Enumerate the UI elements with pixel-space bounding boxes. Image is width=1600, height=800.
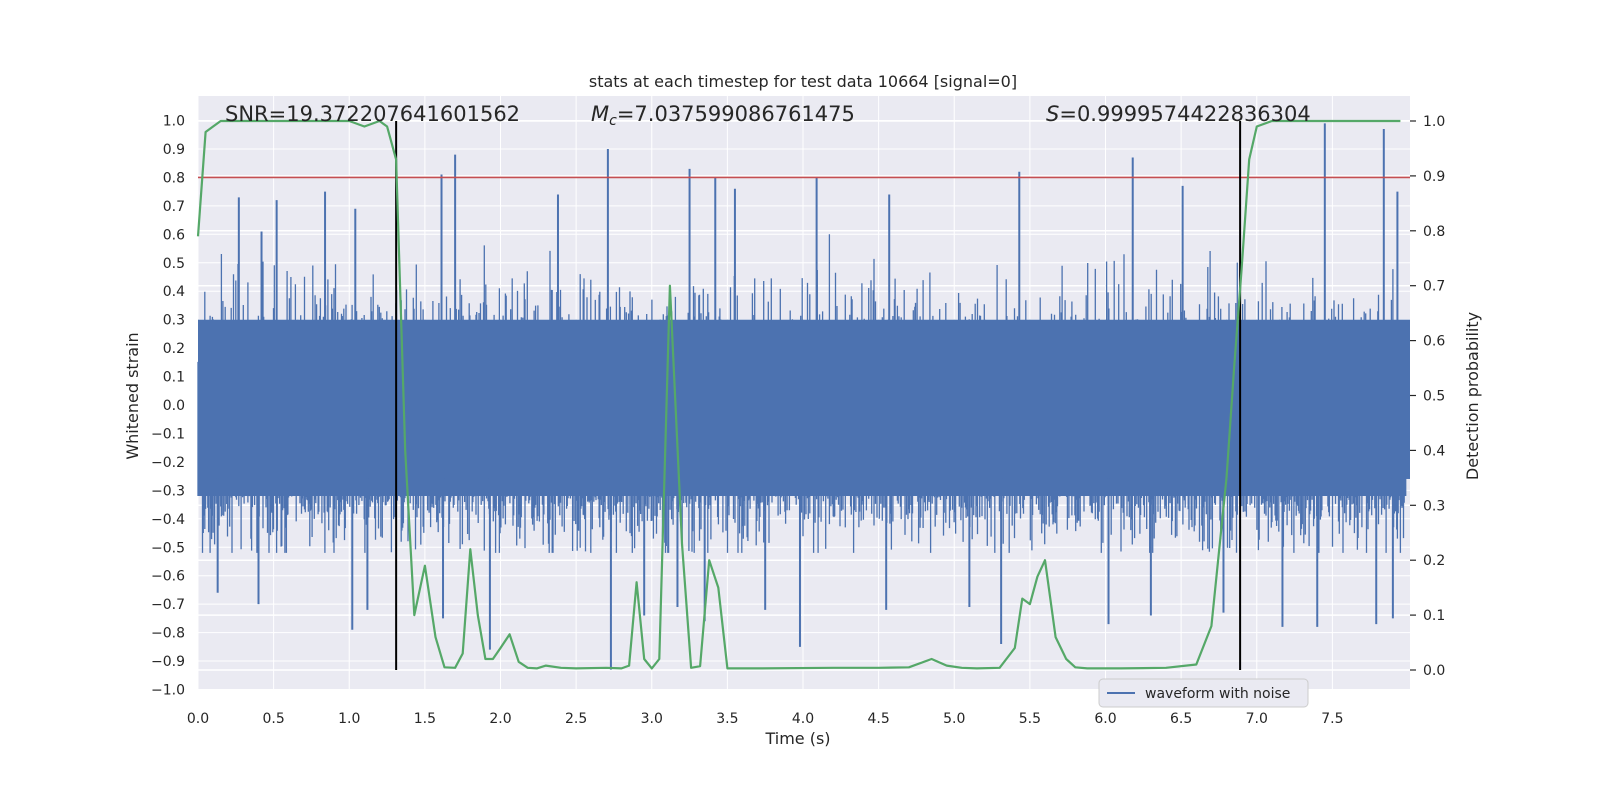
score-symbol: S [1046,102,1059,126]
y-tick-label: −1.0 [151,683,185,699]
y-tick-label: 0.1 [163,370,185,386]
y2-tick-label: 0.6 [1423,334,1445,350]
x-tick-label: 1.0 [338,711,360,727]
x-tick-label: 6.0 [1094,711,1116,727]
y-tick-label: −0.6 [151,569,185,585]
score-value: =0.9999574422836304 [1059,102,1310,126]
x-tick-label: 7.5 [1321,711,1343,727]
score-annotation: S=0.9999574422836304 [1046,102,1311,126]
event-markers [198,121,1410,670]
x-axis: 0.0 0.5 1.0 1.5 2.0 2.5 3.0 3.5 4.0 4.5 5.0 5.5 6.0 6… [187,711,1344,727]
y2-tick-label: 0.5 [1423,389,1445,405]
y-tick-label: 0.4 [163,284,185,300]
y-tick-label: −0.4 [151,512,185,528]
detection-probability-line [196,119,1401,670]
x-tick-label: 5.0 [943,711,965,727]
y-tick-label: 1.0 [163,114,185,130]
x-tick-label: 3.0 [641,711,663,727]
y-axis-right: 1.0 0.9 0.8 0.7 0.6 0.5 0.4 0.3 0.2 0.1 0.0 [1410,114,1445,679]
x-tick-label: 1.5 [414,711,436,727]
y-tick-label: −0.2 [151,455,185,471]
waveform-core [198,319,1410,479]
chart-title: stats at each timestep for test data 106… [589,72,1017,91]
y2-tick-label: 0.1 [1423,608,1445,624]
x-tick-label: 6.5 [1170,711,1192,727]
y-tick-label: −0.5 [151,540,185,556]
legend-label: waveform with noise [1145,686,1290,702]
y-tick-label: 0.3 [163,313,185,329]
waveform-series [197,123,1410,670]
y-tick-label: 0.0 [163,398,185,414]
y-tick-label: 0.7 [163,199,185,215]
y2-axis-label: Detection probability [1463,312,1482,480]
x-tick-label: 2.0 [489,711,511,727]
detection-probability-series [196,119,1401,670]
snr-annotation: SNR=19.372207641601562 [225,102,520,126]
y2-tick-label: 0.7 [1423,279,1445,295]
y-tick-label: 0.5 [163,256,185,272]
y-tick-label: −0.8 [151,626,185,642]
x-tick-label: 4.5 [867,711,889,727]
chirp-mass-value: =7.037599086761475 [617,102,855,126]
y2-tick-label: 0.8 [1423,224,1445,240]
y-tick-label: 0.9 [163,142,185,158]
legend: waveform with noise [1098,678,1309,708]
legend-box [1098,678,1309,708]
chirp-mass-symbol: M [591,102,609,126]
y-tick-label: −0.1 [151,426,185,442]
y-tick-label: 0.6 [163,227,185,243]
y2-tick-label: 0.3 [1423,498,1445,514]
x-tick-label: 4.0 [792,711,814,727]
y-axis-label: Whitened strain [123,332,142,459]
y2-tick-label: 0.0 [1423,663,1445,679]
y-tick-label: −0.7 [151,597,185,613]
y-tick-label: −0.3 [151,483,185,499]
x-tick-label: 2.5 [565,711,587,727]
y-tick-label: −0.9 [151,654,185,670]
x-tick-label: 0.5 [262,711,284,727]
y-tick-label: 0.8 [163,170,185,186]
y2-tick-label: 0.9 [1423,169,1445,185]
y-tick-label: 0.2 [163,341,185,357]
y2-tick-label: 0.4 [1423,443,1445,459]
x-tick-label: 0.0 [187,711,209,727]
x-tick-label: 7.0 [1246,711,1268,727]
y2-tick-label: 1.0 [1423,114,1445,130]
y-axis-left: 1.0 0.9 0.8 0.7 0.6 0.5 0.4 0.3 0.2 0.1 0.0 −0.1 −0.… [151,114,185,699]
chirp-mass-subscript: c [609,113,617,129]
x-axis-label: Time (s) [764,729,830,748]
x-tick-label: 3.5 [716,711,738,727]
chirp-mass-annotation: Mc=7.037599086761475 [591,102,855,129]
y2-tick-label: 0.2 [1423,553,1445,569]
x-tick-label: 5.5 [1019,711,1041,727]
annotations: SNR=19.372207641601562 Mc=7.037599086761… [225,102,1311,129]
